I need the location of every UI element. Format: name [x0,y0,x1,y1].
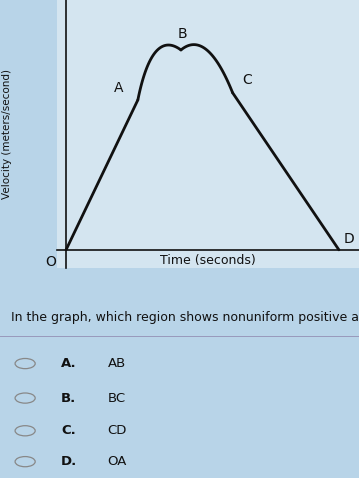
Text: In the graph, which region shows nonuniform positive acceleration?: In the graph, which region shows nonunif… [11,311,359,324]
X-axis label: Time (seconds): Time (seconds) [160,254,256,267]
Text: C.: C. [61,424,76,437]
Text: B.: B. [61,391,76,404]
Text: B: B [178,27,187,41]
Text: BC: BC [108,391,126,404]
Text: C: C [243,74,252,87]
Text: D: D [343,232,354,246]
Text: A.: A. [61,357,77,370]
Text: AB: AB [108,357,126,370]
Text: CD: CD [108,424,127,437]
Text: O: O [45,255,56,269]
Text: D.: D. [61,455,77,468]
Text: Velocity (meters/second): Velocity (meters/second) [2,69,12,199]
Text: A: A [114,81,123,95]
Text: OA: OA [108,455,127,468]
